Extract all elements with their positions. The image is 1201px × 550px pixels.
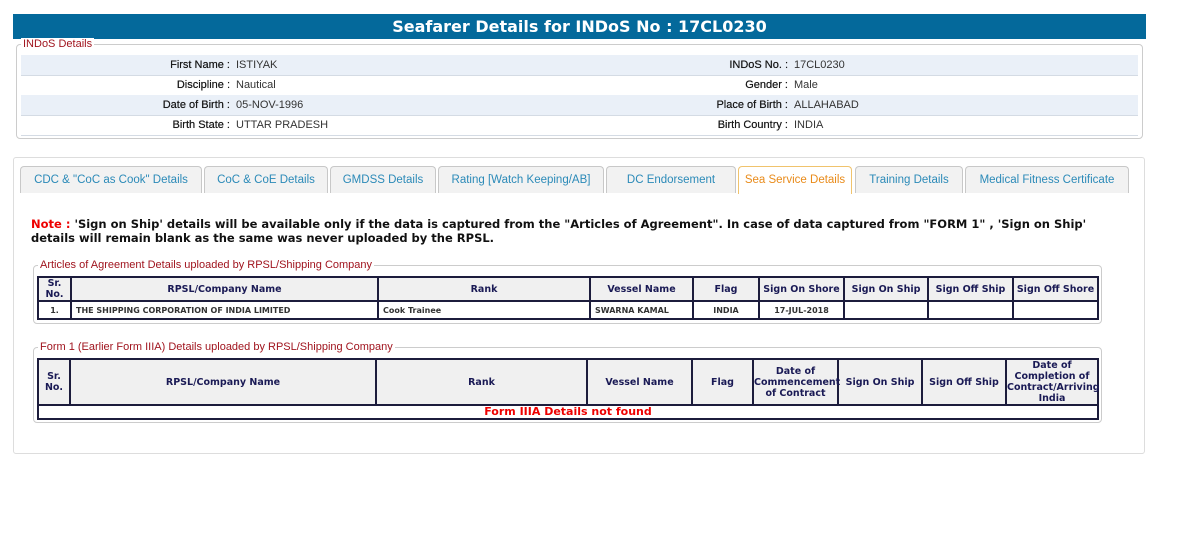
- table-cell: Cook Trainee: [377, 300, 591, 320]
- field-label: Birth Country :: [717, 119, 788, 131]
- column-header: Sign Off Ship: [921, 358, 1007, 406]
- field-label: Birth State :: [172, 119, 230, 131]
- tab-medical-fitness-certificate[interactable]: Medical Fitness Certificate: [965, 166, 1129, 193]
- indos-legend: INDoS Details: [21, 38, 95, 51]
- table-cell: SWARNA KAMAL: [589, 300, 694, 320]
- tab-rating-watch-keeping-ab[interactable]: Rating [Watch Keeping/AB]: [438, 166, 604, 193]
- table-cell: [843, 300, 929, 320]
- column-header: Sign On Ship: [837, 358, 923, 406]
- table-cell: [1012, 300, 1099, 320]
- note-text: Note : 'Sign on Ship' details will be av…: [31, 217, 1091, 245]
- empty-message: Form IIIA Details not found: [37, 404, 1099, 420]
- field-label: INDoS No. :: [729, 59, 788, 71]
- page-title: Seafarer Details for INDoS No : 17CL0230: [13, 14, 1146, 39]
- articles-table: Sr. No. RPSL/Company Name Rank Vessel Name F…: [37, 276, 1099, 320]
- articles-legend: Articles of Agreement Details uploaded b…: [38, 259, 375, 272]
- tab-sea-service-details[interactable]: Sea Service Details: [738, 166, 852, 194]
- field-label: Place of Birth :: [716, 99, 788, 111]
- column-header: Sign Off Shore: [1012, 276, 1099, 302]
- table-cell: [927, 300, 1014, 320]
- indos-row: Birth State : UTTAR PRADESH Birth Country …: [21, 115, 1138, 136]
- field-value: UTTAR PRADESH: [236, 119, 329, 131]
- field-label: Date of Birth :: [162, 99, 230, 111]
- indos-row: Date of Birth : 05-NOV-1996 Place of Birth…: [21, 95, 1138, 116]
- field-value: ALLAHABAD: [794, 99, 859, 111]
- tab-cdc-coc-as-cook-details[interactable]: CDC & "CoC as Cook" Details: [20, 166, 202, 193]
- table-cell: 1.: [37, 300, 72, 320]
- field-label: Gender :: [745, 79, 788, 91]
- indos-details-section: INDoS Details First Name : ISTIYAK INDoS N…: [16, 38, 1143, 139]
- tab-gmdss-details[interactable]: GMDSS Details: [330, 166, 436, 193]
- tab-coc-coe-details[interactable]: CoC & CoE Details: [204, 166, 328, 193]
- field-value: INDIA: [794, 119, 824, 131]
- field-label: First Name :: [170, 59, 230, 71]
- articles-section: Articles of Agreement Details uploaded b…: [33, 259, 1102, 324]
- column-header: Vessel Name: [586, 358, 693, 406]
- field-label: Discipline :: [176, 79, 230, 91]
- field-value: Male: [794, 79, 818, 91]
- note-body: 'Sign on Ship' details will be available…: [31, 217, 1087, 245]
- tabs-panel: CDC & "CoC as Cook" Details CoC & CoE Det…: [13, 157, 1145, 454]
- field-value: Nautical: [236, 79, 276, 91]
- form1-section: Form 1 (Earlier Form IIIA) Details uploa…: [33, 341, 1102, 423]
- note-label: Note :: [31, 217, 71, 231]
- tab-training-details[interactable]: Training Details: [855, 166, 963, 193]
- column-header: Date of Commencement of Contract: [752, 358, 840, 406]
- table-cell: INDIA: [692, 300, 760, 320]
- column-header: RPSL/Company Name: [70, 276, 379, 302]
- table-row: 1. THE SHIPPING CORPORATION OF INDIA LIMI…: [37, 300, 1099, 320]
- column-header: RPSL/Company Name: [69, 358, 377, 406]
- column-header: Sign Off Ship: [927, 276, 1014, 302]
- empty-row: Form IIIA Details not found: [37, 404, 1099, 420]
- column-header: Sign On Ship: [843, 276, 929, 302]
- column-header: Vessel Name: [589, 276, 694, 302]
- column-header: Flag: [692, 276, 760, 302]
- indos-row: Discipline : Nautical Gender : Male: [21, 75, 1138, 96]
- column-header: Sr. No.: [37, 276, 72, 302]
- header-row: Sr. No. RPSL/Company Name Rank Vessel Name F…: [37, 276, 1099, 302]
- form1-legend: Form 1 (Earlier Form IIIA) Details uploa…: [38, 341, 395, 354]
- column-header: Rank: [377, 276, 591, 302]
- column-header: Sign On Shore: [758, 276, 845, 302]
- field-value: 05-NOV-1996: [236, 99, 304, 111]
- tab-dc-endorsement[interactable]: DC Endorsement: [606, 166, 736, 193]
- indos-row: First Name : ISTIYAK INDoS No. : 17CL0230: [21, 55, 1138, 76]
- column-header: Rank: [375, 358, 588, 406]
- table-cell: 17-JUL-2018: [758, 300, 845, 320]
- column-header: Date of Completion of Contract/Arriving …: [1005, 358, 1100, 406]
- table-cell: THE SHIPPING CORPORATION OF INDIA LIMITE…: [70, 300, 379, 320]
- column-header: Flag: [691, 358, 754, 406]
- form1-table: Sr. No. RPSL/Company Name Rank Vessel Name F…: [37, 358, 1100, 420]
- field-value: 17CL0230: [794, 59, 845, 71]
- field-value: ISTIYAK: [236, 59, 278, 71]
- column-header: Sr. No.: [37, 358, 71, 406]
- header-row: Sr. No. RPSL/Company Name Rank Vessel Name F…: [37, 358, 1100, 406]
